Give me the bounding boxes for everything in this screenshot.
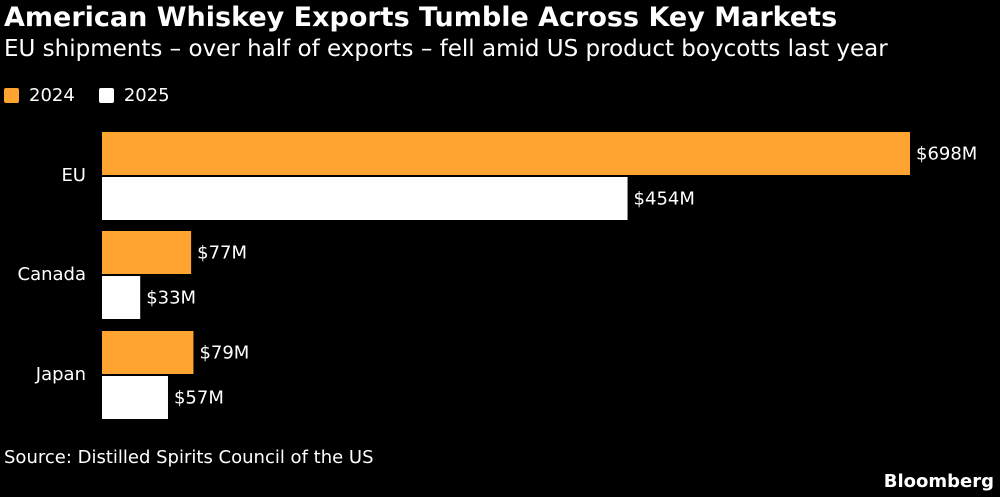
bar-japan-2024 <box>102 331 194 374</box>
data-label-japan-2025: $57M <box>174 388 224 409</box>
data-label-eu-2024: $698M <box>916 144 977 165</box>
chart-title: American Whiskey Exports Tumble Across K… <box>4 2 838 33</box>
bar-japan-2025 <box>102 376 168 419</box>
legend-label-2024: 2024 <box>29 84 75 106</box>
category-label-eu: EU <box>61 165 86 186</box>
legend-swatch-2025 <box>98 87 114 103</box>
legend-swatch-2024 <box>4 87 19 103</box>
data-label-canada-2025: $33M <box>146 288 196 309</box>
source-note: Source: Distilled Spirits Council of the… <box>4 447 374 468</box>
legend-item-2024: 2024 <box>4 85 75 106</box>
data-label-canada-2024: $77M <box>197 243 247 264</box>
category-label-canada: Canada <box>18 264 87 285</box>
legend-item-2025: 2025 <box>98 84 170 106</box>
bar-canada-2024 <box>102 231 192 274</box>
data-label-japan-2024: $79M <box>199 343 249 364</box>
bar-eu-2025 <box>102 177 628 220</box>
bar-eu-2024 <box>102 132 910 175</box>
category-label-japan: Japan <box>35 364 86 385</box>
legend: 2024 2025 <box>4 83 194 107</box>
legend-label-2025: 2025 <box>123 84 170 106</box>
bloomberg-logo: Bloomberg <box>883 471 994 492</box>
chart-subtitle: EU shipments – over half of exports – fe… <box>4 36 888 62</box>
bar-canada-2025 <box>102 276 141 319</box>
data-label-eu-2025: $454M <box>634 189 695 210</box>
